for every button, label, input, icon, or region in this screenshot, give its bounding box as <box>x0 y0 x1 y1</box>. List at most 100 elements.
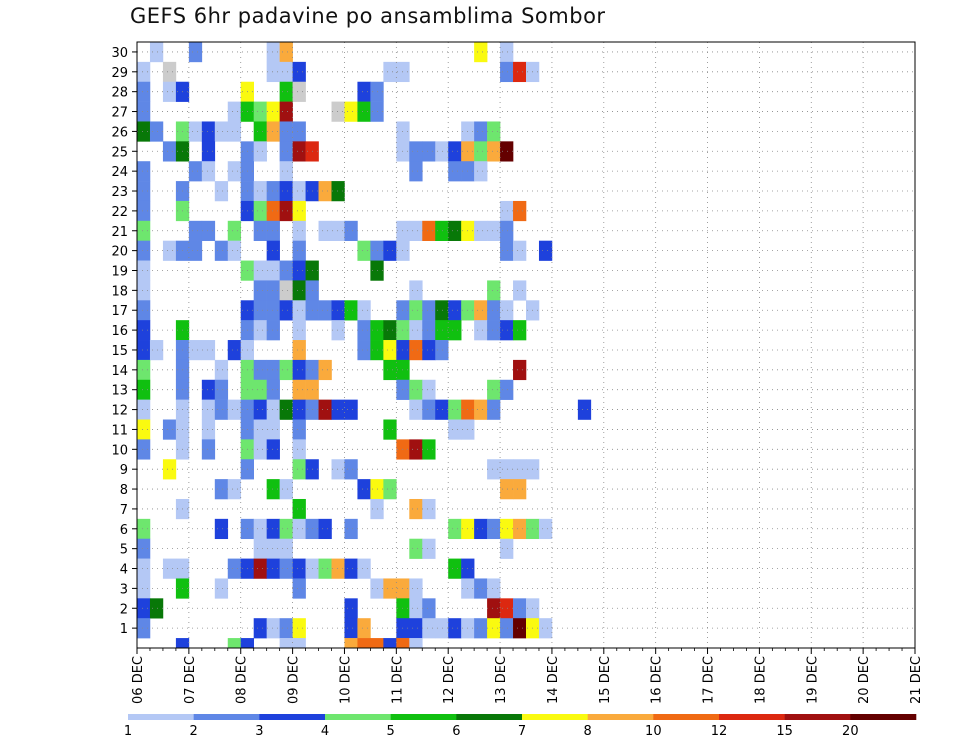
heatmap-cell <box>500 518 514 540</box>
heatmap-cell <box>513 200 527 222</box>
heatmap-cell <box>253 141 267 162</box>
y-tick-label: 30 <box>111 46 128 61</box>
heatmap-cell <box>577 399 592 420</box>
x-tick-label: 11 DEC <box>390 656 405 704</box>
heatmap-cell <box>137 359 151 381</box>
y-tick-label: 1 <box>120 622 128 637</box>
heatmap-cell <box>292 61 306 83</box>
heatmap-cell <box>500 598 514 619</box>
x-tick-label: 09 DEC <box>287 656 302 704</box>
y-tick-label: 29 <box>111 66 128 81</box>
y-tick-label: 3 <box>120 582 128 597</box>
heatmap-cell <box>474 320 488 341</box>
heatmap-cell <box>227 479 242 500</box>
heatmap-cell <box>435 320 449 341</box>
colorbar-label: 8 <box>584 724 592 739</box>
heatmap-cell <box>279 42 293 63</box>
heatmap-cell <box>292 340 306 361</box>
heatmap-cell <box>279 618 293 639</box>
heatmap-cell <box>474 578 488 599</box>
y-tick-label: 24 <box>111 165 128 180</box>
heatmap-cell <box>513 320 527 341</box>
heatmap-cell <box>331 300 345 321</box>
heatmap-cell <box>201 439 216 460</box>
heatmap-cell <box>188 240 203 261</box>
heatmap-cell <box>500 200 514 222</box>
heatmap-cell <box>137 200 151 222</box>
heatmap-cell <box>266 220 280 241</box>
heatmap-cell <box>149 42 164 63</box>
heatmap-cell <box>137 81 151 102</box>
colorbar-label: 20 <box>842 724 859 739</box>
heatmap-cell <box>227 558 242 579</box>
heatmap-cell <box>318 300 332 321</box>
heatmap-cell <box>201 399 216 420</box>
y-tick-label: 21 <box>111 225 128 240</box>
heatmap-cell <box>513 618 527 639</box>
colorbar-swatch <box>784 714 851 720</box>
heatmap-cell <box>227 101 242 122</box>
heatmap-cell <box>137 300 151 321</box>
heatmap-cell <box>344 598 358 619</box>
grid-lines <box>137 42 915 648</box>
heatmap-cell <box>266 538 280 559</box>
heatmap-cell <box>435 618 449 639</box>
heatmap-cell <box>513 359 527 381</box>
heatmap-cell <box>279 141 293 162</box>
heatmap-cell <box>227 399 242 420</box>
heatmap-cell <box>266 300 280 321</box>
x-tick-label: 10 DEC <box>338 656 353 704</box>
y-tick-label: 16 <box>111 324 128 339</box>
y-tick-label: 7 <box>120 503 128 518</box>
heatmap-cell <box>292 518 306 540</box>
y-tick-label: 17 <box>111 304 128 319</box>
heatmap-cell <box>331 320 345 341</box>
heatmap-cell <box>253 220 267 241</box>
heatmap-cell <box>344 399 358 420</box>
heatmap-cell <box>137 618 151 639</box>
heatmap-cell <box>357 638 371 649</box>
heatmap-cell <box>500 320 514 341</box>
heatmap-cell <box>279 280 293 301</box>
colorbar-swatch <box>325 714 391 720</box>
heatmap-cell <box>422 399 436 420</box>
y-axis-ticks: 1234567891011121314151617181920212223242… <box>111 46 137 637</box>
heatmap-cell <box>149 598 164 619</box>
heatmap-cell <box>188 220 203 241</box>
heatmap-cell <box>318 220 332 241</box>
heatmap-cell <box>500 379 514 400</box>
heatmap-cell <box>383 340 397 361</box>
heatmap-cell <box>137 280 151 301</box>
heatmap-cell <box>279 260 293 281</box>
heatmap-cell <box>448 419 462 440</box>
chart-title: GEFS 6hr padavine po ansamblima Sombor <box>130 4 606 28</box>
heatmap-cell <box>448 320 462 341</box>
heatmap-cell <box>487 399 501 420</box>
heatmap-cell <box>266 280 280 301</box>
heatmap-cell <box>214 240 229 261</box>
heatmap-cell <box>201 141 216 162</box>
heatmap-cell <box>487 121 501 142</box>
y-tick-label: 28 <box>111 86 128 101</box>
heatmap-cell <box>318 359 332 381</box>
heatmap-cell <box>513 240 527 261</box>
heatmap-cell <box>279 538 293 559</box>
heatmap-cell <box>409 220 423 241</box>
heatmap-cell <box>292 618 306 639</box>
x-tick-label: 19 DEC <box>805 656 820 704</box>
y-tick-label: 25 <box>111 145 128 160</box>
heatmap-cell <box>292 141 306 162</box>
heatmap-cell <box>318 181 332 202</box>
heatmap-cell <box>266 359 280 381</box>
heatmap-cell <box>331 558 345 579</box>
heatmap-cell <box>383 61 397 83</box>
heatmap-cell <box>279 81 293 102</box>
heatmap-cell <box>487 518 501 540</box>
heatmap-cell <box>383 638 397 649</box>
heatmap-cell <box>292 439 306 460</box>
heatmap-cell <box>137 419 151 440</box>
heatmap-cell <box>409 320 423 341</box>
heatmap-cell <box>422 379 436 400</box>
heatmap-cell <box>422 598 436 619</box>
